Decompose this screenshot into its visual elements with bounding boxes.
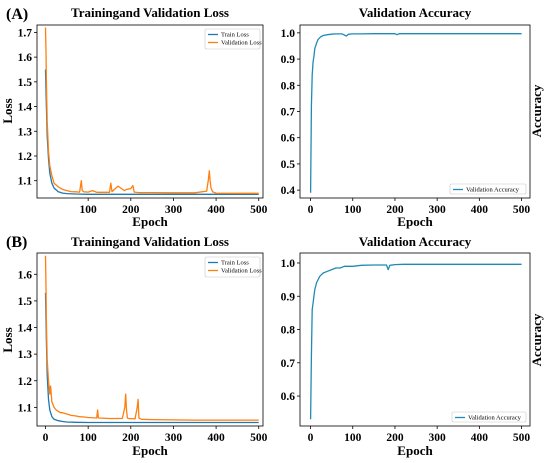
legend-box [204, 256, 261, 278]
x-tick-label: 500 [250, 432, 268, 444]
y-axis-label: Loss [0, 327, 15, 352]
x-tick-label: 500 [513, 204, 531, 216]
x-tick-label: 400 [471, 204, 489, 216]
y-tick-label: 1.2 [18, 376, 33, 388]
y-tick-label: 1.4 [18, 323, 33, 335]
chart-title: Validation Accuracy [359, 5, 472, 20]
charts-group: Trainingand Validation Loss 100 200 300 400 5… [0, 5, 544, 458]
x-axis-label: Epoch [132, 443, 168, 458]
x-tick-label: 200 [122, 432, 140, 444]
x-tick-label: 300 [165, 432, 183, 444]
legend: Validation Accuracy [449, 183, 527, 195]
chart-3: Validation Accuracy 0 100 200 300 400 500 0.6 0.… [281, 234, 544, 458]
series-line-validation-accuracy [309, 33, 522, 193]
chart-2: Trainingand Validation Loss 0 100 200 300 400… [0, 234, 268, 458]
y-tick-label: 0.7 [281, 358, 296, 370]
chart-1: Validation Accuracy 0 100 200 300 400 500 0.4 0.… [281, 5, 544, 229]
y-tick-label: 0.4 [281, 185, 296, 197]
x-axis-label: Epoch [132, 214, 168, 229]
plot-frame [36, 24, 264, 199]
x-tick-label: 200 [386, 432, 404, 444]
x-tick-label: 100 [80, 432, 98, 444]
x-tick-label: 0 [308, 204, 314, 216]
panel-label-a: (A) [6, 6, 28, 23]
y-tick-label: 0.8 [281, 325, 296, 337]
series-line-train-loss [44, 292, 259, 424]
y-tick-label: 0.6 [281, 391, 296, 403]
y-tick-label: 1.5 [18, 77, 33, 89]
x-tick-label: 300 [165, 204, 183, 216]
x-tick-label: 0 [43, 432, 49, 444]
chart-title: Trainingand Validation Loss [71, 234, 229, 249]
y-tick-label: 1.3 [18, 349, 33, 361]
y-tick-label: 1.0 [281, 258, 296, 270]
x-axis-label: Epoch [397, 214, 433, 229]
y-tick-label: 1.0 [281, 28, 296, 40]
legend-label: Validation Accuracy [466, 187, 520, 194]
x-tick-label: 300 [429, 204, 447, 216]
series-line-validation-accuracy [309, 263, 522, 420]
y-tick-label: 0.9 [281, 54, 296, 66]
x-tick-label: 500 [513, 432, 531, 444]
x-tick-label: 400 [207, 432, 225, 444]
plot-frame [299, 252, 531, 427]
x-tick-label: 500 [250, 204, 268, 216]
y-tick-label: 0.9 [281, 291, 296, 303]
plot-frame [36, 252, 264, 427]
y-tick-label: 0.5 [281, 159, 296, 171]
series-line-validation-loss [44, 27, 259, 194]
legend-label: Train Loss [221, 32, 249, 39]
x-axis-label: Epoch [397, 443, 433, 458]
legend-box [204, 28, 261, 50]
legend-label: Train Loss [221, 260, 249, 267]
y-tick-label: 1.2 [18, 151, 33, 163]
y-tick-label: 0.8 [281, 80, 296, 92]
y-tick-label: 1.1 [18, 402, 33, 414]
x-tick-label: 0 [308, 432, 314, 444]
legend-box [451, 411, 527, 423]
legend-label: Validation Loss [221, 40, 262, 47]
y-tick-label: 1.7 [18, 27, 33, 39]
legend-label: Validation Loss [221, 268, 262, 275]
x-tick-label: 100 [344, 204, 362, 216]
y-tick-label: 1.4 [18, 102, 33, 114]
y-tick-label: 1.6 [18, 52, 33, 64]
series-line-validation-loss [44, 255, 259, 421]
legend-box [449, 183, 527, 195]
legend-label: Validation Accuracy [468, 415, 522, 422]
y-axis-label: Accuracy [529, 84, 544, 137]
y-tick-label: 1.5 [18, 296, 33, 308]
y-tick-label: 1.6 [18, 269, 33, 281]
x-tick-label: 400 [207, 204, 225, 216]
y-tick-label: 1.3 [18, 126, 33, 138]
x-tick-label: 100 [80, 204, 98, 216]
y-tick-label: 1.1 [18, 176, 33, 188]
y-tick-label: 0.6 [281, 133, 296, 145]
y-axis-label: Loss [0, 98, 15, 123]
x-tick-label: 400 [471, 432, 489, 444]
chart-0: Trainingand Validation Loss 100 200 300 400 5… [0, 5, 268, 229]
x-tick-label: 300 [429, 432, 447, 444]
x-tick-label: 200 [122, 204, 140, 216]
legend: Validation Accuracy [451, 411, 527, 423]
chart-title: Trainingand Validation Loss [71, 5, 229, 20]
y-tick-label: 0.7 [281, 107, 296, 119]
plot-frame [299, 24, 531, 199]
chart-title: Validation Accuracy [359, 234, 472, 249]
y-axis-label: Accuracy [529, 313, 544, 366]
x-tick-label: 100 [344, 432, 362, 444]
x-tick-label: 200 [386, 204, 404, 216]
panel-label-b: (B) [6, 234, 27, 251]
series-line-train-loss [44, 69, 259, 195]
